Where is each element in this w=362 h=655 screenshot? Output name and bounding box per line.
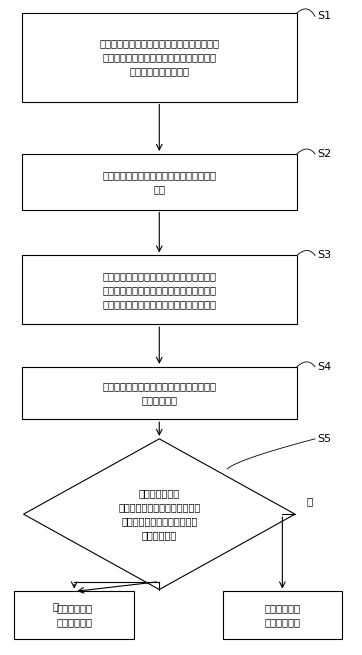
Polygon shape <box>24 439 295 590</box>
Text: 判断所述端口
处于正常状态: 判断所述端口 处于正常状态 <box>264 603 300 627</box>
Text: 否: 否 <box>306 496 313 506</box>
Bar <box>223 591 342 639</box>
Text: S1: S1 <box>317 11 331 22</box>
Text: 统计端口队列所缓存的总播报文数量，所述总
播报文数量为端口队列所缓存的单播报文数
量和组播报文数量之和: 统计端口队列所缓存的总播报文数量，所述总 播报文数量为端口队列所缓存的单播报文数… <box>99 38 219 77</box>
Text: 每一个扫描周期，获取一次缓存的总播报文
数量: 每一个扫描周期，获取一次缓存的总播报文 数量 <box>102 170 216 194</box>
Bar <box>22 154 297 210</box>
Bar <box>22 13 297 102</box>
Text: 重复上述步骤，获得多个扫描周期后的各分
区间的计数；: 重复上述步骤，获得多个扫描周期后的各分 区间的计数； <box>102 381 216 405</box>
Bar <box>22 367 297 419</box>
Bar <box>14 591 134 639</box>
Text: S5: S5 <box>317 434 331 444</box>
Bar <box>22 255 297 324</box>
Text: S4: S4 <box>317 362 331 372</box>
Text: 是: 是 <box>53 601 59 611</box>
Text: S3: S3 <box>317 250 331 261</box>
Text: S2: S2 <box>317 149 331 159</box>
Text: 将获取到的总播报文数量与一组分区间阈值
比较，以确定获取到的总播报文数量所对应
的分区间，并相应增加所述分区间的计数；: 将获取到的总播报文数量与一组分区间阈值 比较，以确定获取到的总播报文数量所对应 … <box>102 271 216 309</box>
Text: 判断所述端口
处于拥塞状态: 判断所述端口 处于拥塞状态 <box>56 603 92 627</box>
Text: 统计未落入预定
正常分区间内的分区间的计数的
总数，判断所述总数是否大于
拥塞次数阈值: 统计未落入预定 正常分区间内的分区间的计数的 总数，判断所述总数是否大于 拥塞次… <box>118 488 201 540</box>
